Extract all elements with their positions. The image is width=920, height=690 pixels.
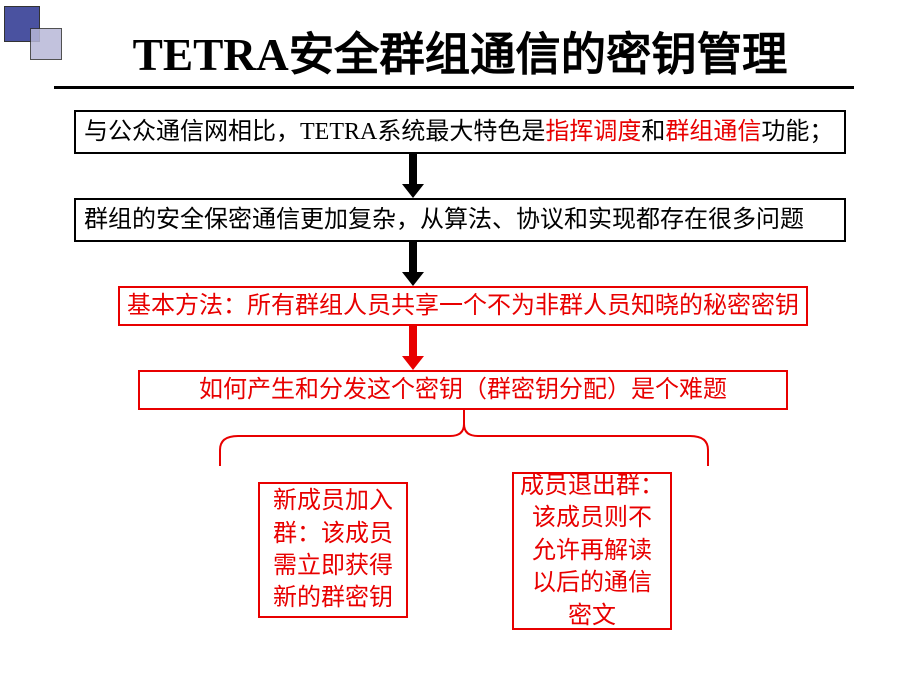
page-title: TETRA安全群组通信的密钥管理 [0,18,920,84]
box-basic-method: 基本方法：所有群组人员共享一个不为非群人员知晓的秘密密钥 [118,286,808,326]
text-segment: 指挥调度 [545,116,641,148]
box-member-join: 新成员加入 群：该成员 需立即获得 新的群密钥 [258,482,408,618]
text-segment: 和 [641,116,665,148]
box-key-distribution: 如何产生和分发这个密钥（群密钥分配）是个难题 [138,370,788,410]
arrow-3 [402,326,424,370]
box-complexity: 群组的安全保密通信更加复杂，从算法、协议和实现都存在很多问题 [74,198,846,242]
arrow-2 [402,242,424,286]
box-member-leave: 成员退出群： 该成员则不 允许再解读 以后的通信 密文 [512,472,672,630]
text-segment: 功能； [761,116,833,148]
curly-brace [208,410,720,466]
text-segment: 与公众通信网相比，TETRA系统最大特色是 [84,116,545,148]
box-intro: 与公众通信网相比，TETRA系统最大特色是指挥调度和群组通信功能； [74,110,846,154]
arrow-1 [402,154,424,198]
title-underline [54,86,854,89]
text-segment: 群组通信 [665,116,761,148]
